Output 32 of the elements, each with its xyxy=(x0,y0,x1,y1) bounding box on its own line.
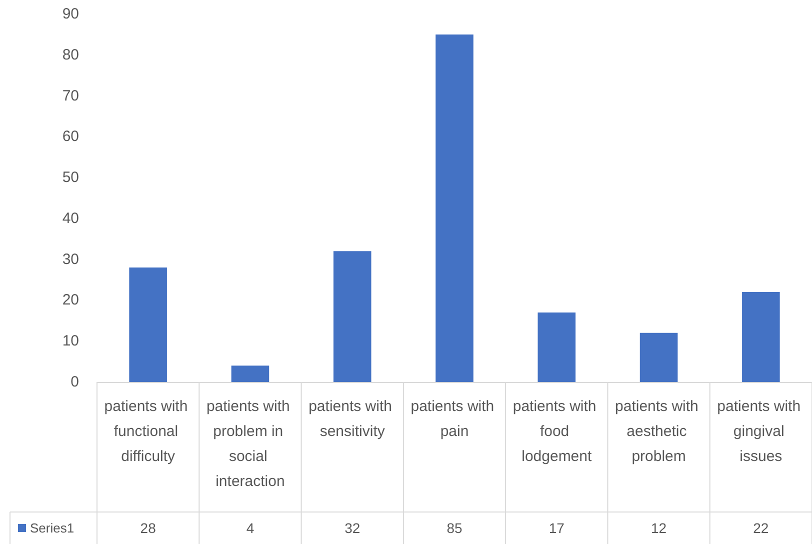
data-label: 12 xyxy=(650,520,667,536)
data-label: 28 xyxy=(140,520,156,536)
y-tick-label: 0 xyxy=(70,374,79,390)
y-tick-label: 50 xyxy=(62,169,79,186)
legend-label: Series1 xyxy=(30,520,74,536)
y-tick-label: 70 xyxy=(62,87,79,104)
y-tick-label: 90 xyxy=(62,6,79,22)
x-tick-label: patients with problem in social interaction xyxy=(206,398,294,490)
data-label: 32 xyxy=(344,520,360,536)
x-tick-label: patients with sensitivity xyxy=(308,398,396,440)
x-tick-label: patients with pain xyxy=(410,398,498,440)
x-tick-label: patients with functional difficulty xyxy=(104,398,192,465)
x-tick-label: patients with food lodgement xyxy=(512,398,600,465)
bar xyxy=(538,312,576,382)
bar xyxy=(129,268,167,382)
data-label: 22 xyxy=(753,520,769,536)
y-tick-label: 10 xyxy=(62,332,79,350)
y-tick-label: 60 xyxy=(62,128,79,146)
data-label: 4 xyxy=(246,520,254,536)
y-tick-label: 30 xyxy=(62,250,79,268)
y-tick-label: 80 xyxy=(62,46,79,64)
y-tick-label: 20 xyxy=(62,292,79,309)
y-tick-label: 40 xyxy=(62,210,79,227)
bar xyxy=(436,34,474,382)
bar xyxy=(333,251,372,382)
x-tick-label: patients with gingival issues xyxy=(717,398,805,465)
data-label: 85 xyxy=(446,520,462,536)
bar xyxy=(640,332,678,382)
bar xyxy=(742,292,780,382)
bar xyxy=(231,366,270,382)
x-tick-label: patients with aesthetic problem xyxy=(615,398,703,465)
data-label: 17 xyxy=(548,520,565,536)
